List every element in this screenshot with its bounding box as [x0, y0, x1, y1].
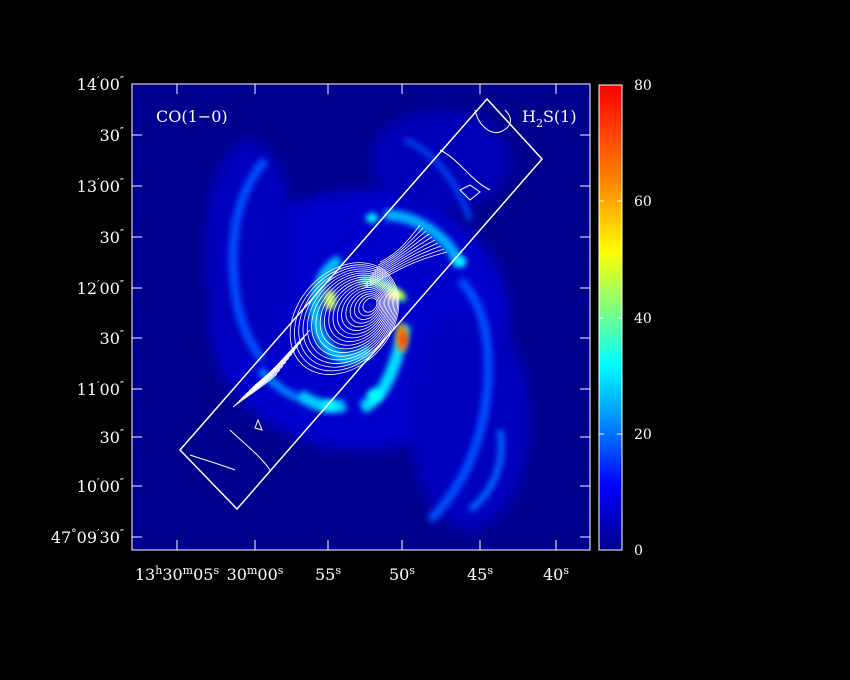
x-tick-label: 40s [543, 564, 569, 584]
y-tick-label: 47°09′30″ [51, 527, 124, 547]
colorbar-tick-label: 60 [634, 194, 652, 210]
contour-line [341, 287, 384, 331]
contour-line [354, 293, 380, 320]
contour-line [238, 361, 287, 402]
contour-line [306, 270, 395, 361]
y-tick-label: 13′00″ [77, 176, 124, 196]
y-tick-label: 30″ [100, 227, 124, 247]
h2s-label: H2S(1) [522, 107, 577, 130]
contour-line [362, 297, 378, 313]
contour-line [236, 365, 284, 404]
contour-line [358, 295, 379, 317]
y-tick-label: 30″ [100, 328, 124, 348]
contour-line [302, 268, 396, 364]
co-intensity-map [132, 84, 590, 550]
co-label: CO(1−0) [156, 107, 228, 126]
contour-line [365, 245, 442, 284]
contour-line [363, 248, 445, 287]
colorbar-tick-label: 40 [634, 311, 652, 327]
y-tick-label: 30″ [100, 125, 124, 145]
x-tick-label: 50s [389, 564, 415, 584]
y-tick-label: 11′00″ [77, 379, 124, 399]
x-tick-label: 55s [315, 564, 341, 584]
contour-line [375, 230, 427, 269]
contour-line [332, 282, 387, 339]
map-frame [131, 83, 591, 551]
contour-line [319, 276, 391, 350]
contour-line [232, 373, 278, 408]
contour-line [379, 224, 421, 263]
colorbar-tick-label: 0 [634, 543, 643, 559]
contour-line [294, 264, 398, 372]
y-tick-label: 30″ [100, 427, 124, 447]
contour-line [315, 274, 392, 353]
contour-line [373, 233, 430, 272]
contour-line [369, 239, 436, 278]
colorbar-tick-label: 20 [634, 427, 652, 443]
x-tick-label: 13h30m05s [135, 564, 220, 584]
contour-line [371, 236, 433, 275]
contour-line [349, 291, 382, 324]
contour-line [324, 278, 389, 346]
y-tick-label: 14′00″ [77, 74, 124, 94]
contour-line [336, 285, 386, 335]
h2s-slit-contours [178, 97, 544, 511]
y-tick-label: 10′00″ [77, 476, 124, 496]
x-tick-label: 45s [467, 564, 493, 584]
contour-line [234, 369, 281, 406]
x-tick-label: 30m00s [227, 564, 284, 584]
contour-line [240, 357, 290, 400]
contour-line [377, 227, 424, 266]
contour-line [361, 251, 448, 290]
colorbar-tick-label: 80 [634, 78, 652, 94]
y-tick-label: 12′00″ [77, 278, 124, 298]
contour-line [328, 280, 388, 342]
contour-line [311, 272, 393, 357]
contour-line [367, 242, 439, 281]
contour-line [345, 289, 383, 328]
